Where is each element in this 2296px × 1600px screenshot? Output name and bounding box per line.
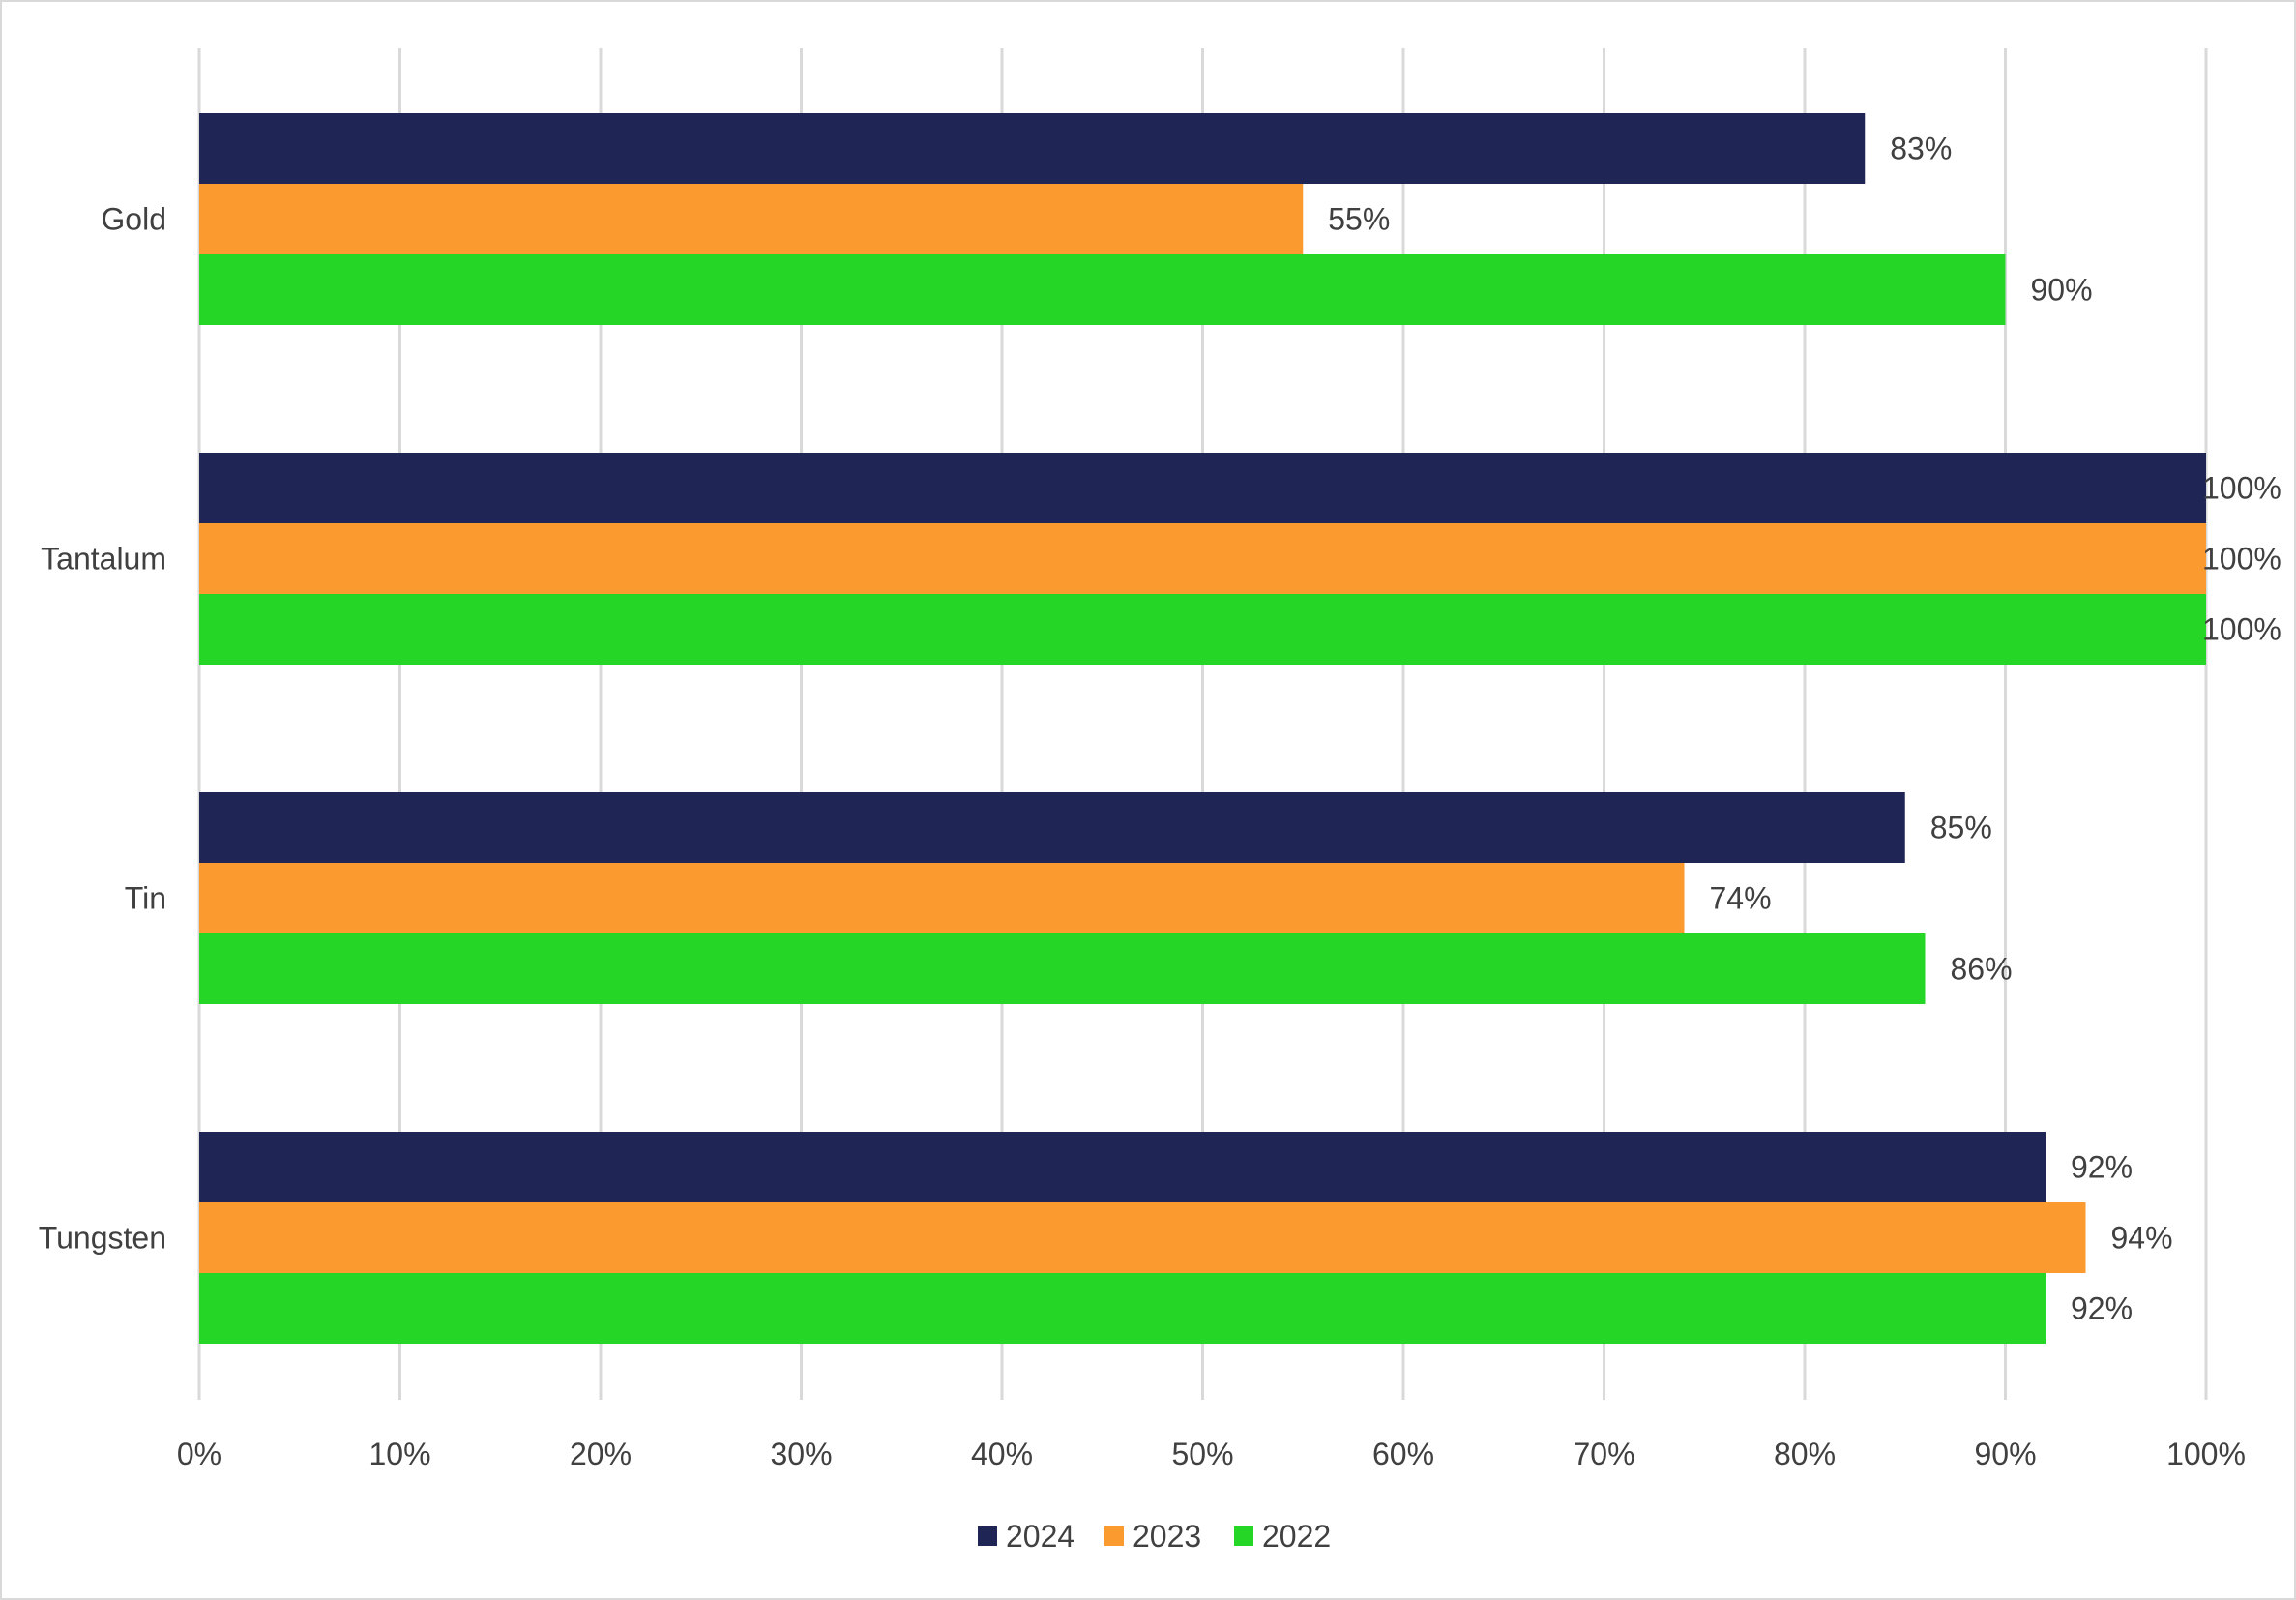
bar-tantalum-2023: [199, 523, 2206, 594]
legend-swatch-2024: [978, 1526, 997, 1546]
bar-tantalum-2024: [199, 453, 2206, 523]
bar-gold-2023: [199, 184, 1304, 254]
data-label-gold-2023: 55%: [1328, 202, 1390, 237]
x-tick-label: 40%: [971, 1437, 1033, 1471]
x-tick-label: 80%: [1774, 1437, 1836, 1471]
x-tick-label: 50%: [1171, 1437, 1233, 1471]
data-label-gold-2024: 83%: [1890, 132, 1952, 166]
bar-tungsten-2023: [199, 1202, 2086, 1273]
category-label-tin: Tin: [125, 881, 166, 916]
bar-tantalum-2022: [199, 594, 2206, 665]
data-label-tantalum-2022: 100%: [2202, 612, 2281, 647]
bar-tungsten-2022: [199, 1273, 2046, 1344]
data-label-tungsten-2023: 94%: [2111, 1221, 2173, 1256]
x-tick-label: 10%: [368, 1437, 430, 1471]
category-label-tungsten: Tungsten: [39, 1221, 166, 1256]
legend-swatch-2022: [1234, 1526, 1253, 1546]
legend-label-2024: 2024: [1006, 1519, 1074, 1554]
bar-gold-2022: [199, 254, 2006, 325]
bar-tin-2022: [199, 933, 1926, 1004]
data-label-gold-2022: 90%: [2031, 273, 2093, 308]
x-tick-label: 30%: [770, 1437, 832, 1471]
category-label-tantalum: Tantalum: [41, 542, 166, 577]
x-tick-label: 100%: [2166, 1437, 2246, 1471]
data-label-tungsten-2024: 92%: [2071, 1150, 2133, 1185]
category-labels: Gold Tantalum Tin Tungsten: [39, 202, 166, 1256]
bar-gold-2024: [199, 113, 1866, 184]
x-tick-label: 0%: [177, 1437, 221, 1471]
x-tick-label: 20%: [570, 1437, 632, 1471]
legend-swatch-2023: [1104, 1526, 1124, 1546]
legend: 2024 2023 2022: [978, 1519, 1331, 1554]
category-label-gold: Gold: [101, 202, 166, 237]
bar-tungsten-2024: [199, 1132, 2046, 1202]
x-axis-ticks: 0% 10% 20% 30% 40% 50% 60% 70% 80% 90% 100%: [177, 1437, 2246, 1471]
legend-label-2022: 2022: [1262, 1519, 1331, 1554]
data-label-tantalum-2023: 100%: [2202, 542, 2281, 577]
bars: [199, 113, 2206, 1344]
x-tick-label: 60%: [1372, 1437, 1434, 1471]
data-labels: 83% 55% 90% 100% 100% 100% 85% 74% 86% 92% 94% 92%: [1328, 132, 2281, 1326]
data-label-tin-2022: 86%: [1951, 952, 2013, 987]
data-label-tin-2023: 74%: [1710, 881, 1772, 916]
data-label-tantalum-2024: 100%: [2202, 471, 2281, 506]
x-tick-label: 70%: [1573, 1437, 1634, 1471]
legend-label-2023: 2023: [1133, 1519, 1201, 1554]
x-tick-label: 90%: [1974, 1437, 2036, 1471]
bar-tin-2024: [199, 792, 1905, 863]
data-label-tungsten-2022: 92%: [2071, 1291, 2133, 1326]
data-label-tin-2024: 85%: [1930, 811, 1992, 845]
bar-tin-2023: [199, 863, 1685, 933]
